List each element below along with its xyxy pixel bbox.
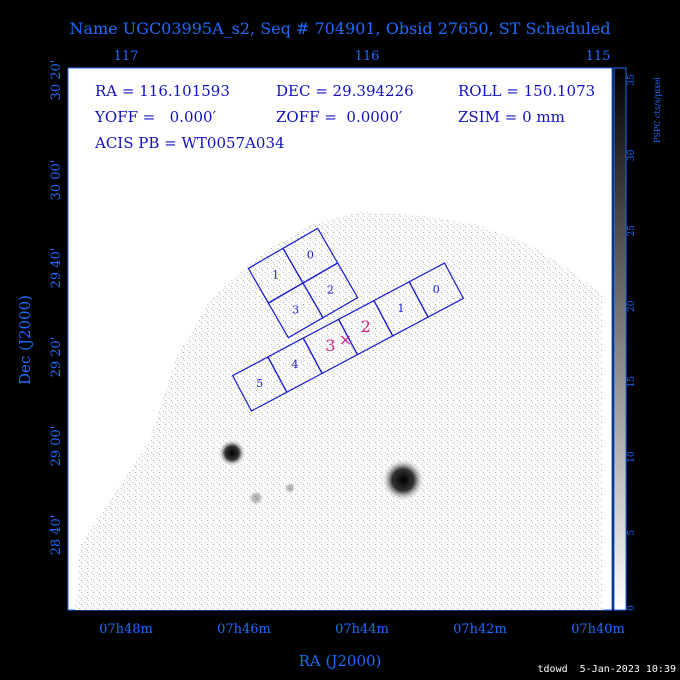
y-tick-label: 29 00': [49, 426, 64, 467]
x-tick-label: 07h44m: [335, 622, 389, 637]
chip-label: 5: [256, 377, 263, 390]
info-acis: ACIS PB = WT0057A034: [94, 134, 285, 152]
survey-coverage: [75, 212, 603, 610]
colorbar-label: 10: [627, 451, 637, 463]
colorbar-label: 15: [627, 376, 637, 388]
colorbar-gradient: [613, 67, 627, 611]
info-ra: RA = 116.101593: [95, 82, 230, 100]
x-tick-label: 07h46m: [217, 622, 271, 637]
chip-label: 1: [272, 269, 279, 282]
y-tick-label: 28 40': [49, 515, 64, 556]
colorbar: PSPC cts/s/pixel: [613, 67, 662, 611]
chip-label: 0: [433, 283, 440, 296]
timestamp: tdowd 5-Jan-2023 10:39: [538, 664, 676, 675]
chip-label: 3: [292, 303, 299, 316]
x-tick-label: 07h40m: [571, 622, 625, 637]
x-tick-label: 07h42m: [453, 622, 507, 637]
top-tick-label: 117: [114, 49, 139, 64]
info-panel: RA = 116.101593 DEC = 29.394226 ROLL = 1…: [94, 82, 595, 152]
chip: [267, 282, 324, 339]
info-zsim: ZSIM = 0 mm: [458, 108, 565, 126]
info-yoff: YOFF = 0.000′: [94, 108, 217, 126]
chip-label: 1: [397, 302, 404, 315]
y-tick-label: 29 40': [49, 248, 64, 289]
info-zoff: ZOFF = 0.0000′: [276, 108, 403, 126]
info-roll: ROLL = 150.1073: [458, 82, 595, 100]
colorbar-label: 35: [627, 74, 637, 86]
info-dec: DEC = 29.394226: [276, 82, 414, 100]
chip: [408, 262, 465, 318]
y-tick-label: 29 20': [49, 337, 64, 378]
source: [381, 458, 425, 502]
chip-label: 2: [361, 317, 371, 336]
chip-label: 4: [292, 358, 299, 371]
colorbar-label: 25: [627, 225, 637, 237]
i-array: 0 1 2 3: [247, 227, 359, 339]
chip-label: 3: [325, 336, 335, 355]
y-tick-label: 30 00': [49, 160, 64, 201]
colorbar-label: 30: [627, 149, 637, 161]
title: Name UGC03995A_s2, Seq # 704901, Obsid 2…: [69, 19, 610, 38]
colorbar-label: 20: [627, 300, 637, 312]
chip-label: 0: [307, 249, 314, 262]
source: [284, 482, 296, 494]
x-axis-title: RA (J2000): [299, 652, 382, 670]
colorbar-label: 0: [627, 605, 637, 611]
colorbar-label: 5: [627, 529, 637, 535]
aimpoint: ×: [339, 330, 352, 349]
chip-label: 2: [327, 283, 334, 296]
source: [248, 490, 264, 506]
colorbar-title: PSPC cts/s/pixel: [653, 77, 662, 143]
x-tick-label: 07h48m: [99, 622, 153, 637]
source: [218, 439, 246, 467]
top-tick-label: 115: [586, 49, 611, 64]
y-tick-label: 30 20': [49, 60, 64, 101]
s-array: 5 4 3 2 1 0 ×: [231, 262, 465, 412]
y-axis-title: Dec (J2000): [16, 295, 34, 385]
top-tick-label: 116: [355, 49, 380, 64]
